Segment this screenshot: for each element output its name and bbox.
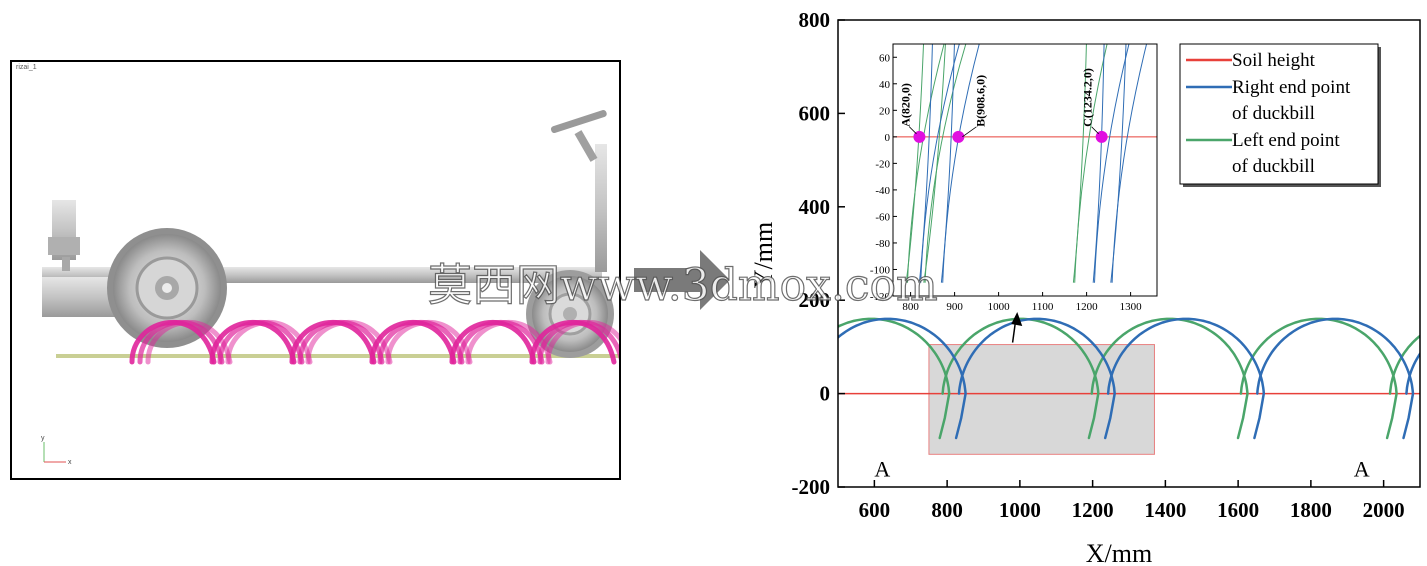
- simulation-panel: rizai_1: [10, 60, 633, 480]
- inset-y-tick-label: 60: [879, 52, 891, 64]
- inset-point-leader: [962, 126, 977, 138]
- inset-left-ascent: [924, 44, 967, 283]
- handle-post: [595, 144, 607, 272]
- x-tick-label: 1800: [1290, 498, 1332, 522]
- inset-background: [893, 44, 1157, 296]
- engine-stem: [62, 257, 70, 271]
- x-tick-label: 2000: [1363, 498, 1405, 522]
- triad-y-label: y: [41, 435, 45, 442]
- inset-pointer-head: [1011, 312, 1023, 326]
- inset-x-tick-label: 1200: [1076, 301, 1099, 313]
- inset-right-ascent: [942, 44, 980, 283]
- inset-y-tick-label: 20: [879, 105, 891, 117]
- series-right-loop: [1256, 317, 1415, 440]
- series-left-loop: [1239, 317, 1398, 440]
- inset-y-tick-label: -100: [870, 264, 891, 276]
- triad-x-label: x: [68, 459, 72, 466]
- y-tick-label: 800: [799, 8, 831, 32]
- y-tick-label: 400: [799, 195, 831, 219]
- inset-point-label: C(1234.2,0): [1081, 68, 1095, 127]
- inset-right-ascent: [920, 44, 960, 283]
- simulation-window-title: rizai_1: [16, 64, 37, 71]
- y-tick-label: 600: [799, 101, 831, 125]
- highlight-region: [928, 344, 1155, 455]
- inset-x-tick-label: 800: [902, 301, 919, 313]
- axis-triad: y x: [41, 435, 72, 466]
- process-arrow: [634, 250, 730, 310]
- inset-y-tick-label: -80: [875, 238, 890, 250]
- series-right-loop: [1106, 317, 1266, 440]
- legend-entry-left: of duckbill: [1232, 156, 1315, 177]
- legend-entry-right: Right end point: [1232, 77, 1351, 98]
- trajectory-series: [838, 317, 1420, 440]
- x-tick-label: 1000: [999, 498, 1041, 522]
- legend-entry-soil: Soil height: [1232, 50, 1316, 71]
- inset-x-tick-label: 1100: [1032, 301, 1054, 313]
- inset-y-tick-label: -40: [875, 185, 890, 197]
- watermark: 莫西网www.3dmox.com: [428, 260, 938, 311]
- inset-right-descent: [1092, 44, 1105, 283]
- inset-y-tick-label: -60: [875, 211, 890, 223]
- inset-right-ascent: [1094, 44, 1130, 283]
- plot-frame: [837, 19, 1421, 488]
- x-tick-label: 600: [859, 498, 891, 522]
- series-left-loop: [1388, 334, 1420, 395]
- annotation-label: A: [874, 456, 890, 481]
- annotation-label: A: [1354, 456, 1370, 481]
- inset-point-marker: [952, 130, 965, 143]
- y-tick-label: 200: [799, 288, 831, 312]
- y-tick-label: -200: [792, 475, 831, 499]
- engine-clamp: [48, 237, 80, 255]
- inset-y-tick-label: 0: [885, 132, 891, 144]
- legend-entry-left: Left end point: [1232, 130, 1340, 151]
- series-right-loop: [838, 317, 967, 440]
- series-left-loop: [838, 317, 951, 440]
- inset-y-tick-label: -120: [870, 291, 891, 303]
- inset-right-ascent: [1111, 44, 1148, 283]
- inset-point-label: B(908.6,0): [973, 75, 987, 127]
- inset-y-tick-label: -20: [875, 158, 890, 170]
- inset-point-label: A(820,0): [898, 83, 912, 127]
- drive-wheel: [107, 228, 227, 348]
- inset-y-tick-label: 40: [879, 79, 891, 91]
- inset-x-tick-label: 1300: [1120, 301, 1143, 313]
- x-axis-title: X/mm: [1086, 539, 1152, 566]
- x-tick-label: 1400: [1144, 498, 1186, 522]
- x-tick-label: 800: [931, 498, 963, 522]
- series-right-loop: [1405, 351, 1420, 395]
- y-tick-label: 0: [820, 382, 831, 406]
- handle-stem: [574, 130, 598, 162]
- y-axis-title: Y/mm: [749, 222, 778, 288]
- inset-left-ascent: [1074, 44, 1108, 283]
- inset-curves: [893, 44, 1157, 283]
- handle-bar: [550, 110, 607, 134]
- inset-x-tick-label: 1000: [988, 301, 1011, 313]
- x-tick-label: 1600: [1217, 498, 1259, 522]
- planter-model-view: y x: [41, 110, 633, 466]
- inset-frame: [892, 43, 1158, 297]
- legend-entry-right: of duckbill: [1232, 103, 1315, 124]
- duckbill-trajectory: [129, 320, 633, 365]
- inset-point-leader: [1091, 126, 1099, 135]
- inset-point-leader: [909, 126, 917, 135]
- inset-x-tick-label: 900: [946, 301, 963, 313]
- series-right-loop: [957, 317, 1116, 440]
- legend-box: [1179, 43, 1379, 185]
- inset-left-ascent: [907, 44, 945, 283]
- x-tick-label: 1200: [1072, 498, 1114, 522]
- ground-line: [56, 354, 619, 358]
